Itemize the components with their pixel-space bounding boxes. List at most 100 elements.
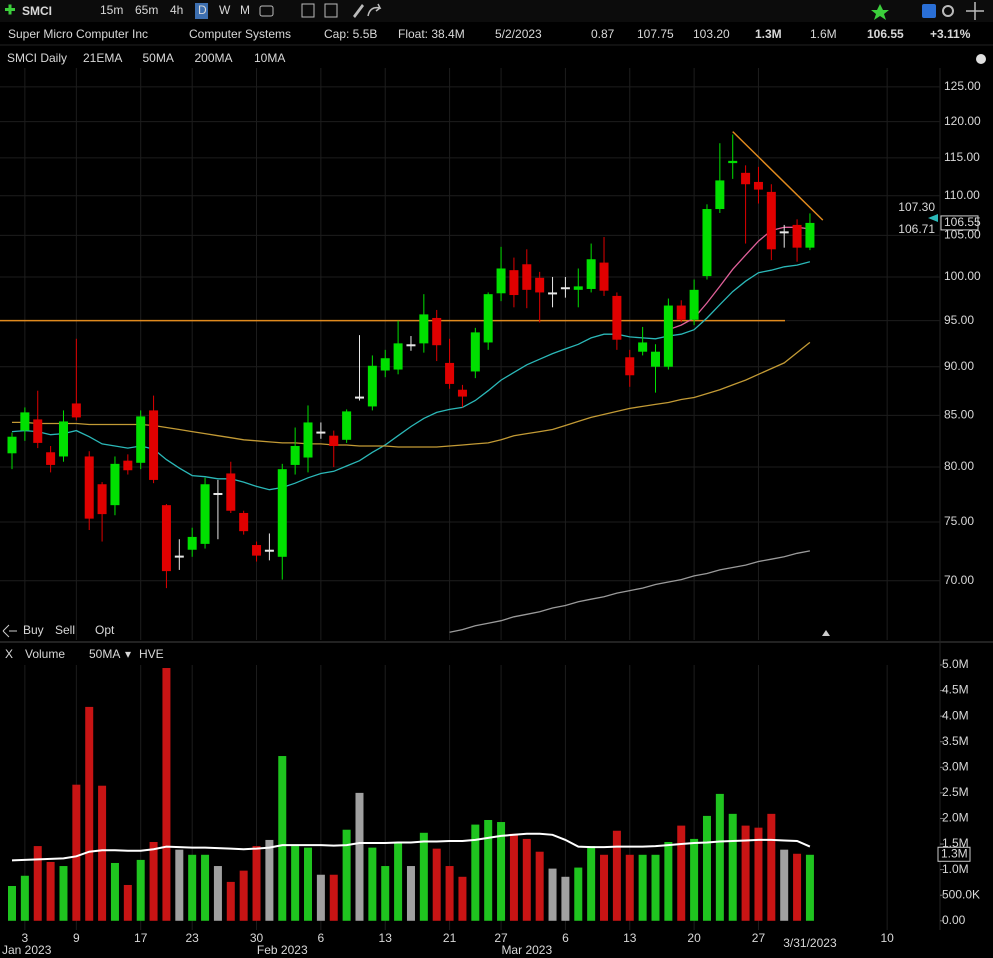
study-title[interactable]: Volume: [25, 647, 65, 661]
candle-body: [329, 435, 339, 447]
tool-icon[interactable]: [324, 3, 338, 18]
y-tick-label: 2.5M: [942, 785, 969, 799]
x-tick-label: 17: [134, 931, 148, 945]
candle-body: [187, 536, 197, 550]
scroll-arrow[interactable]: [822, 630, 830, 636]
candle-body: [663, 305, 673, 367]
legend-entry[interactable]: 50MA: [143, 51, 174, 65]
y-tick-label: 4.0M: [942, 708, 969, 722]
volume-bar: [702, 815, 711, 921]
timeframe[interactable]: 4h: [170, 3, 183, 17]
candle-body: [741, 172, 751, 185]
header-avg-volume: 1.6M: [810, 27, 837, 41]
candle-body: [638, 342, 648, 352]
volume-bar: [329, 874, 338, 921]
volume-average-line: [11, 832, 811, 862]
candle-body: [483, 294, 493, 343]
volume-bar: [690, 838, 699, 921]
volume-bar: [522, 838, 531, 921]
candle-body: [354, 396, 364, 399]
y-tick-label: 95.00: [944, 313, 974, 327]
x-group-label: Mar 2023: [501, 943, 552, 957]
header-date: 5/2/2023: [495, 27, 542, 41]
timeframe[interactable]: D: [198, 3, 207, 17]
candle-body: [226, 473, 236, 511]
study-indicator[interactable]: HVE: [139, 647, 164, 661]
volume-bar: [368, 847, 377, 921]
candle-body: [792, 224, 802, 248]
favorite-icon[interactable]: [871, 4, 889, 20]
x-tick-label: 13: [379, 931, 393, 945]
volume-bar: [484, 819, 493, 921]
tool-icon[interactable]: [353, 4, 364, 18]
header-float: Float: 38.4M: [398, 27, 465, 41]
timeframe[interactable]: 65m: [135, 3, 158, 17]
y-tick-label: 75.00: [944, 514, 974, 528]
header-last: 106.55: [867, 27, 904, 41]
volume-bar: [548, 868, 557, 921]
volume-bar: [497, 822, 506, 921]
candle-body: [689, 289, 699, 320]
volume-bar: [793, 853, 802, 921]
volume-marker-label: 1.3M: [941, 846, 968, 860]
volume-bar: [110, 862, 119, 921]
legend-entry[interactable]: 21EMA: [83, 51, 122, 65]
x-tick-label: 9: [73, 931, 80, 945]
x-tick-label: 30: [250, 931, 264, 945]
move-icon[interactable]: [966, 2, 984, 20]
y-tick-label: 100.00: [944, 269, 981, 283]
candle-body: [84, 456, 94, 519]
volume-bar: [780, 849, 789, 921]
y-tick-label: 85.00: [944, 408, 974, 422]
candle-body: [316, 431, 326, 434]
candle-body: [779, 231, 789, 234]
legend-entry[interactable]: 200MA: [195, 51, 233, 65]
x-tick-label: 3: [22, 931, 29, 945]
volume-bar: [188, 854, 197, 921]
trade-button[interactable]: Opt: [95, 623, 115, 637]
candle-body: [805, 222, 815, 248]
volume-bar: [149, 841, 158, 921]
header-cap: Cap: 5.5B: [324, 27, 377, 41]
stocktwits-icon[interactable]: [922, 4, 936, 18]
candle-body: [239, 512, 249, 532]
timeframe[interactable]: M: [240, 3, 250, 17]
trade-button[interactable]: Buy: [23, 623, 44, 637]
candle-body: [766, 191, 776, 250]
candle-body: [457, 389, 467, 397]
close-study[interactable]: X: [5, 647, 13, 661]
candle-body: [7, 436, 17, 454]
add-icon[interactable]: [8, 4, 12, 15]
candle-body: [599, 262, 609, 291]
candle-body: [123, 460, 133, 471]
toolbar: [0, 0, 993, 22]
volume-bar: [355, 792, 364, 921]
volume-bar: [664, 841, 673, 921]
volume-bar: [85, 706, 94, 921]
volume-bar: [471, 824, 480, 921]
volume-bar: [406, 866, 415, 921]
candle-body: [573, 286, 583, 290]
timeframe[interactable]: 15m: [100, 3, 123, 17]
candle-body: [560, 287, 570, 290]
candle-body: [715, 180, 725, 210]
legend-entry[interactable]: 10MA: [254, 51, 285, 65]
volume-bar: [46, 861, 55, 921]
trade-button[interactable]: Sell: [55, 623, 75, 637]
palette-icon[interactable]: [976, 54, 986, 64]
price-arrow: [928, 214, 938, 222]
settings-icon[interactable]: [942, 5, 954, 17]
y-tick-label: 500.0K: [942, 887, 980, 901]
tool-icon[interactable]: [301, 3, 315, 18]
x-tick-label: 10: [880, 931, 894, 945]
candle-body: [97, 484, 107, 515]
header-low: 103.20: [693, 27, 730, 41]
study-legend[interactable]: 50MA: [89, 647, 120, 661]
trade-icon: [2, 624, 17, 638]
tool-icon[interactable]: [259, 5, 274, 17]
timeframe[interactable]: W: [219, 3, 231, 17]
share-icon[interactable]: [367, 3, 382, 17]
volume-bar: [728, 813, 737, 921]
volume-bar: [213, 866, 222, 921]
